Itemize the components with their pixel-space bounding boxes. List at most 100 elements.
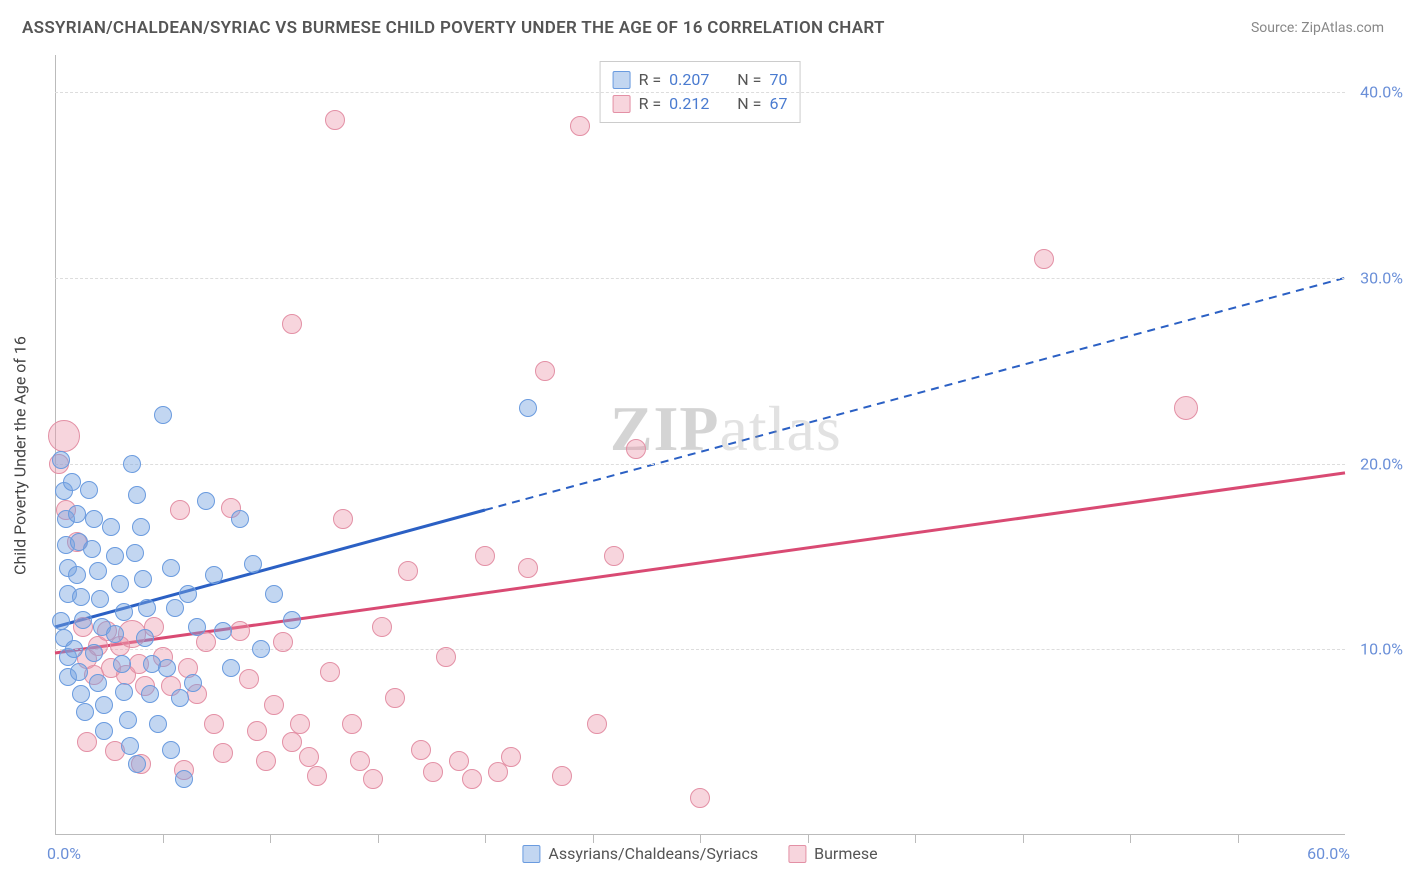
data-point-pink [320, 662, 340, 682]
trend-lines [55, 55, 1345, 835]
y-tick-label: 10.0% [1360, 640, 1403, 659]
data-point-blue [141, 685, 159, 703]
gridline [55, 92, 1345, 93]
data-point-pink [77, 732, 97, 752]
data-point-pink [604, 546, 624, 566]
x-tick [915, 835, 916, 843]
data-point-blue [126, 544, 144, 562]
data-point-blue [205, 566, 223, 584]
data-point-blue [76, 703, 94, 721]
x-tick [593, 835, 594, 843]
x-tick [808, 835, 809, 843]
data-point-blue [138, 599, 156, 617]
data-point-pink [411, 740, 431, 760]
data-point-blue [188, 618, 206, 636]
data-point-pink [264, 695, 284, 715]
x-origin-label: 0.0% [47, 844, 81, 863]
x-tick [1130, 835, 1131, 843]
data-point-pink [462, 769, 482, 789]
data-point-blue [68, 505, 86, 523]
chart-title: ASSYRIAN/CHALDEAN/SYRIAC VS BURMESE CHIL… [22, 18, 885, 38]
data-point-blue [106, 625, 124, 643]
data-point-pink [342, 714, 362, 734]
data-point-blue [171, 689, 189, 707]
data-point-blue [113, 655, 131, 673]
data-point-pink [398, 561, 418, 581]
data-point-blue [89, 674, 107, 692]
data-point-blue [175, 770, 193, 788]
legend-label: Burmese [814, 844, 877, 863]
data-point-pink [363, 769, 383, 789]
y-tick-label: 40.0% [1360, 83, 1403, 102]
data-point-pink [1034, 249, 1054, 269]
data-point-blue [265, 585, 283, 603]
data-point-blue [70, 663, 88, 681]
data-point-blue [65, 640, 83, 658]
data-point-pink [333, 509, 353, 529]
data-point-blue [519, 399, 537, 417]
data-point-blue [85, 644, 103, 662]
data-point-pink [325, 110, 345, 130]
data-point-pink [518, 558, 538, 578]
data-point-blue [128, 755, 146, 773]
data-point-pink [690, 788, 710, 808]
data-point-pink [213, 743, 233, 763]
data-point-pink [501, 747, 521, 767]
data-point-blue [52, 451, 70, 469]
legend-label: Assyrians/Chaldeans/Syriacs [548, 844, 758, 863]
x-tick [485, 835, 486, 843]
legend-swatch-blue [522, 845, 540, 863]
data-point-blue [102, 518, 120, 536]
data-point-pink [282, 314, 302, 334]
data-point-pink [273, 632, 293, 652]
data-point-pink [423, 762, 443, 782]
data-point-pink [256, 751, 276, 771]
data-point-blue [72, 588, 90, 606]
series-legend: Assyrians/Chaldeans/Syriacs Burmese [522, 844, 877, 863]
data-point-pink [436, 647, 456, 667]
data-point-blue [154, 406, 172, 424]
x-tick [1238, 835, 1239, 843]
data-point-pink [475, 546, 495, 566]
data-point-blue [166, 599, 184, 617]
data-point-blue [158, 659, 176, 677]
data-point-pink [1174, 396, 1198, 420]
legend-swatch-pink [788, 845, 806, 863]
legend-item: Burmese [788, 844, 877, 863]
data-point-blue [136, 629, 154, 647]
data-point-pink [170, 500, 190, 520]
legend-item: Assyrians/Chaldeans/Syriacs [522, 844, 758, 863]
data-point-blue [123, 455, 141, 473]
data-point-pink [307, 766, 327, 786]
data-point-blue [244, 555, 262, 573]
data-point-pink [299, 747, 319, 767]
legend-swatch-blue [613, 71, 631, 89]
data-point-blue [132, 518, 150, 536]
data-point-pink [290, 714, 310, 734]
data-point-blue [134, 570, 152, 588]
data-point-blue [252, 640, 270, 658]
data-point-pink [350, 751, 370, 771]
data-point-pink [570, 116, 590, 136]
y-tick-label: 20.0% [1360, 454, 1403, 473]
data-point-pink [535, 361, 555, 381]
data-point-blue [179, 585, 197, 603]
y-axis-label: Child Poverty Under the Age of 16 [11, 336, 30, 575]
data-point-blue [95, 696, 113, 714]
data-point-blue [149, 715, 167, 733]
legend-swatch-pink [613, 95, 631, 113]
x-tick [270, 835, 271, 843]
data-point-blue [68, 566, 86, 584]
x-max-label: 60.0% [1307, 844, 1350, 863]
data-point-blue [214, 622, 232, 640]
data-point-blue [83, 540, 101, 558]
watermark: ZIPatlas [610, 392, 842, 466]
gridline [55, 278, 1345, 279]
data-point-blue [89, 562, 107, 580]
data-point-blue [74, 611, 92, 629]
data-point-pink [587, 714, 607, 734]
data-point-blue [222, 659, 240, 677]
data-point-blue [95, 722, 113, 740]
data-point-pink [449, 751, 469, 771]
data-point-blue [111, 575, 129, 593]
